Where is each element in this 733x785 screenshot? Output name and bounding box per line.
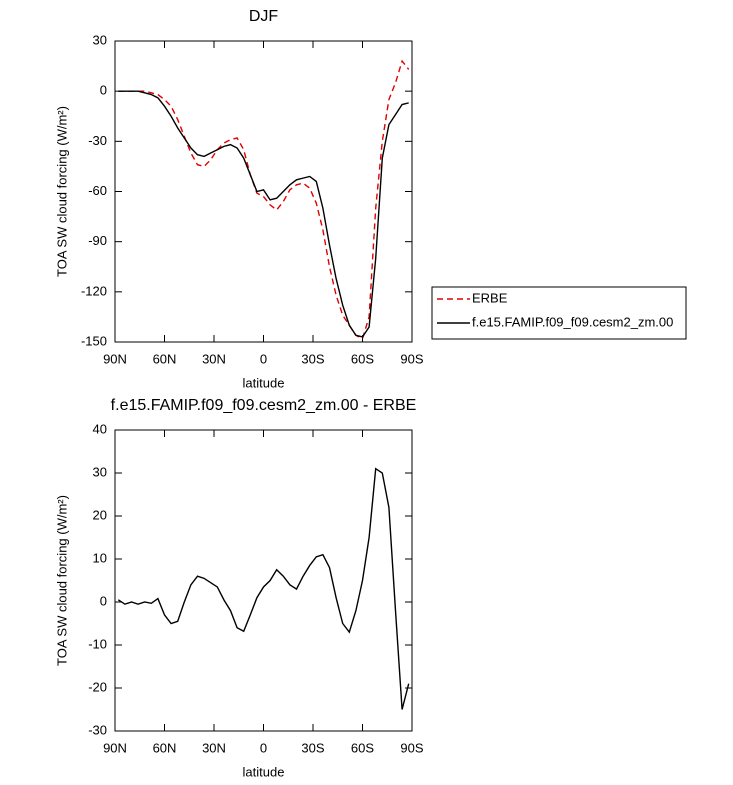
y-tick-label: -90 [88,233,107,248]
x-tick-label: 30N [202,740,226,755]
x-tick-label: 0 [260,740,267,755]
y-tick-label: -30 [88,133,107,148]
legend-frame [431,286,687,340]
plot-frame [114,429,413,732]
y-tick-label: 30 [93,32,107,47]
y-tick-label: 0 [100,593,107,608]
x-tick-label: 90S [400,351,423,366]
series-line [118,90,409,338]
x-tick-label: 90N [103,351,127,366]
x-tick-label: 60S [351,351,374,366]
x-tick-label: 60N [153,740,177,755]
y-tick-label: 10 [93,550,107,565]
y-tick-label: -60 [88,183,107,198]
legend-label: ERBE [472,290,508,305]
x-tick-label: 60N [153,351,177,366]
plot-frame [114,40,413,343]
y-tick-label: -20 [88,679,107,694]
y-tick-label: -150 [81,333,107,348]
chart-title: DJF [249,8,279,25]
x-tick-label: 30S [301,740,324,755]
y-tick-label: 20 [93,507,107,522]
y-axis-label: TOA SW cloud forcing (W/m²) [54,106,69,277]
y-axis-label: TOA SW cloud forcing (W/m²) [54,495,69,666]
legend-label: f.e15.FAMIP.f09_f09.cesm2_zm.00 [472,314,673,329]
x-tick-label: 0 [260,351,267,366]
y-tick-label: 30 [93,464,107,479]
y-tick-label: -30 [88,722,107,737]
y-tick-label: -120 [81,283,107,298]
y-tick-label: -10 [88,636,107,651]
x-axis-label: latitude [243,375,285,390]
x-axis-label: latitude [243,764,285,779]
series-line [118,59,410,340]
chart-title: f.e15.FAMIP.f09_f09.cesm2_zm.00 - ERBE [111,397,417,414]
y-tick-label: 0 [100,83,107,98]
x-tick-label: 30S [301,351,324,366]
x-tick-label: 60S [351,740,374,755]
x-tick-label: 90N [103,740,127,755]
y-tick-label: 40 [93,421,107,436]
x-tick-label: 90S [400,740,423,755]
x-tick-label: 30N [202,351,226,366]
series-line [117,467,410,710]
